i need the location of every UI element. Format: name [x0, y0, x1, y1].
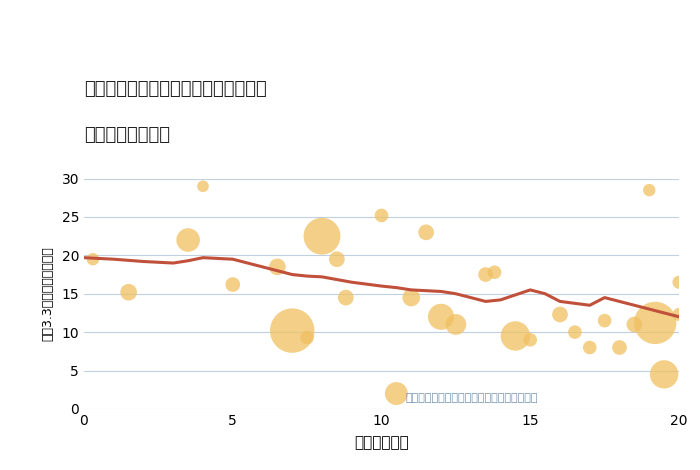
- Point: [554, 311, 566, 318]
- Point: [183, 236, 194, 244]
- Point: [406, 294, 417, 301]
- Point: [227, 281, 238, 288]
- Text: 駅距離別土地価格: 駅距離別土地価格: [84, 126, 170, 144]
- Point: [287, 327, 298, 334]
- Point: [673, 311, 685, 318]
- Point: [302, 334, 313, 341]
- Point: [650, 319, 661, 327]
- Point: [272, 263, 283, 271]
- Point: [435, 313, 447, 321]
- Point: [480, 271, 491, 278]
- Point: [659, 370, 670, 378]
- Point: [421, 228, 432, 236]
- Point: [197, 182, 209, 190]
- Point: [599, 317, 610, 324]
- Point: [331, 256, 342, 263]
- Point: [450, 321, 461, 328]
- Point: [584, 344, 595, 351]
- Point: [316, 233, 328, 240]
- Point: [489, 268, 500, 276]
- Point: [525, 336, 536, 344]
- Point: [569, 329, 580, 336]
- Point: [123, 289, 134, 296]
- Y-axis label: 坪（3.3㎡）単価（万円）: 坪（3.3㎡）単価（万円）: [41, 246, 55, 341]
- Point: [376, 212, 387, 219]
- Point: [391, 390, 402, 397]
- Text: 福岡県北九州市小倉南区下曽根新町の: 福岡県北九州市小倉南区下曽根新町の: [84, 80, 267, 98]
- Point: [340, 294, 351, 301]
- Point: [644, 186, 655, 194]
- X-axis label: 駅距離（分）: 駅距離（分）: [354, 435, 409, 450]
- Point: [629, 321, 640, 328]
- Point: [673, 278, 685, 286]
- Point: [510, 332, 521, 340]
- Point: [88, 256, 99, 263]
- Text: 円の大きさは、取引のあった物件面積を示す: 円の大きさは、取引のあった物件面積を示す: [405, 393, 538, 403]
- Point: [614, 344, 625, 351]
